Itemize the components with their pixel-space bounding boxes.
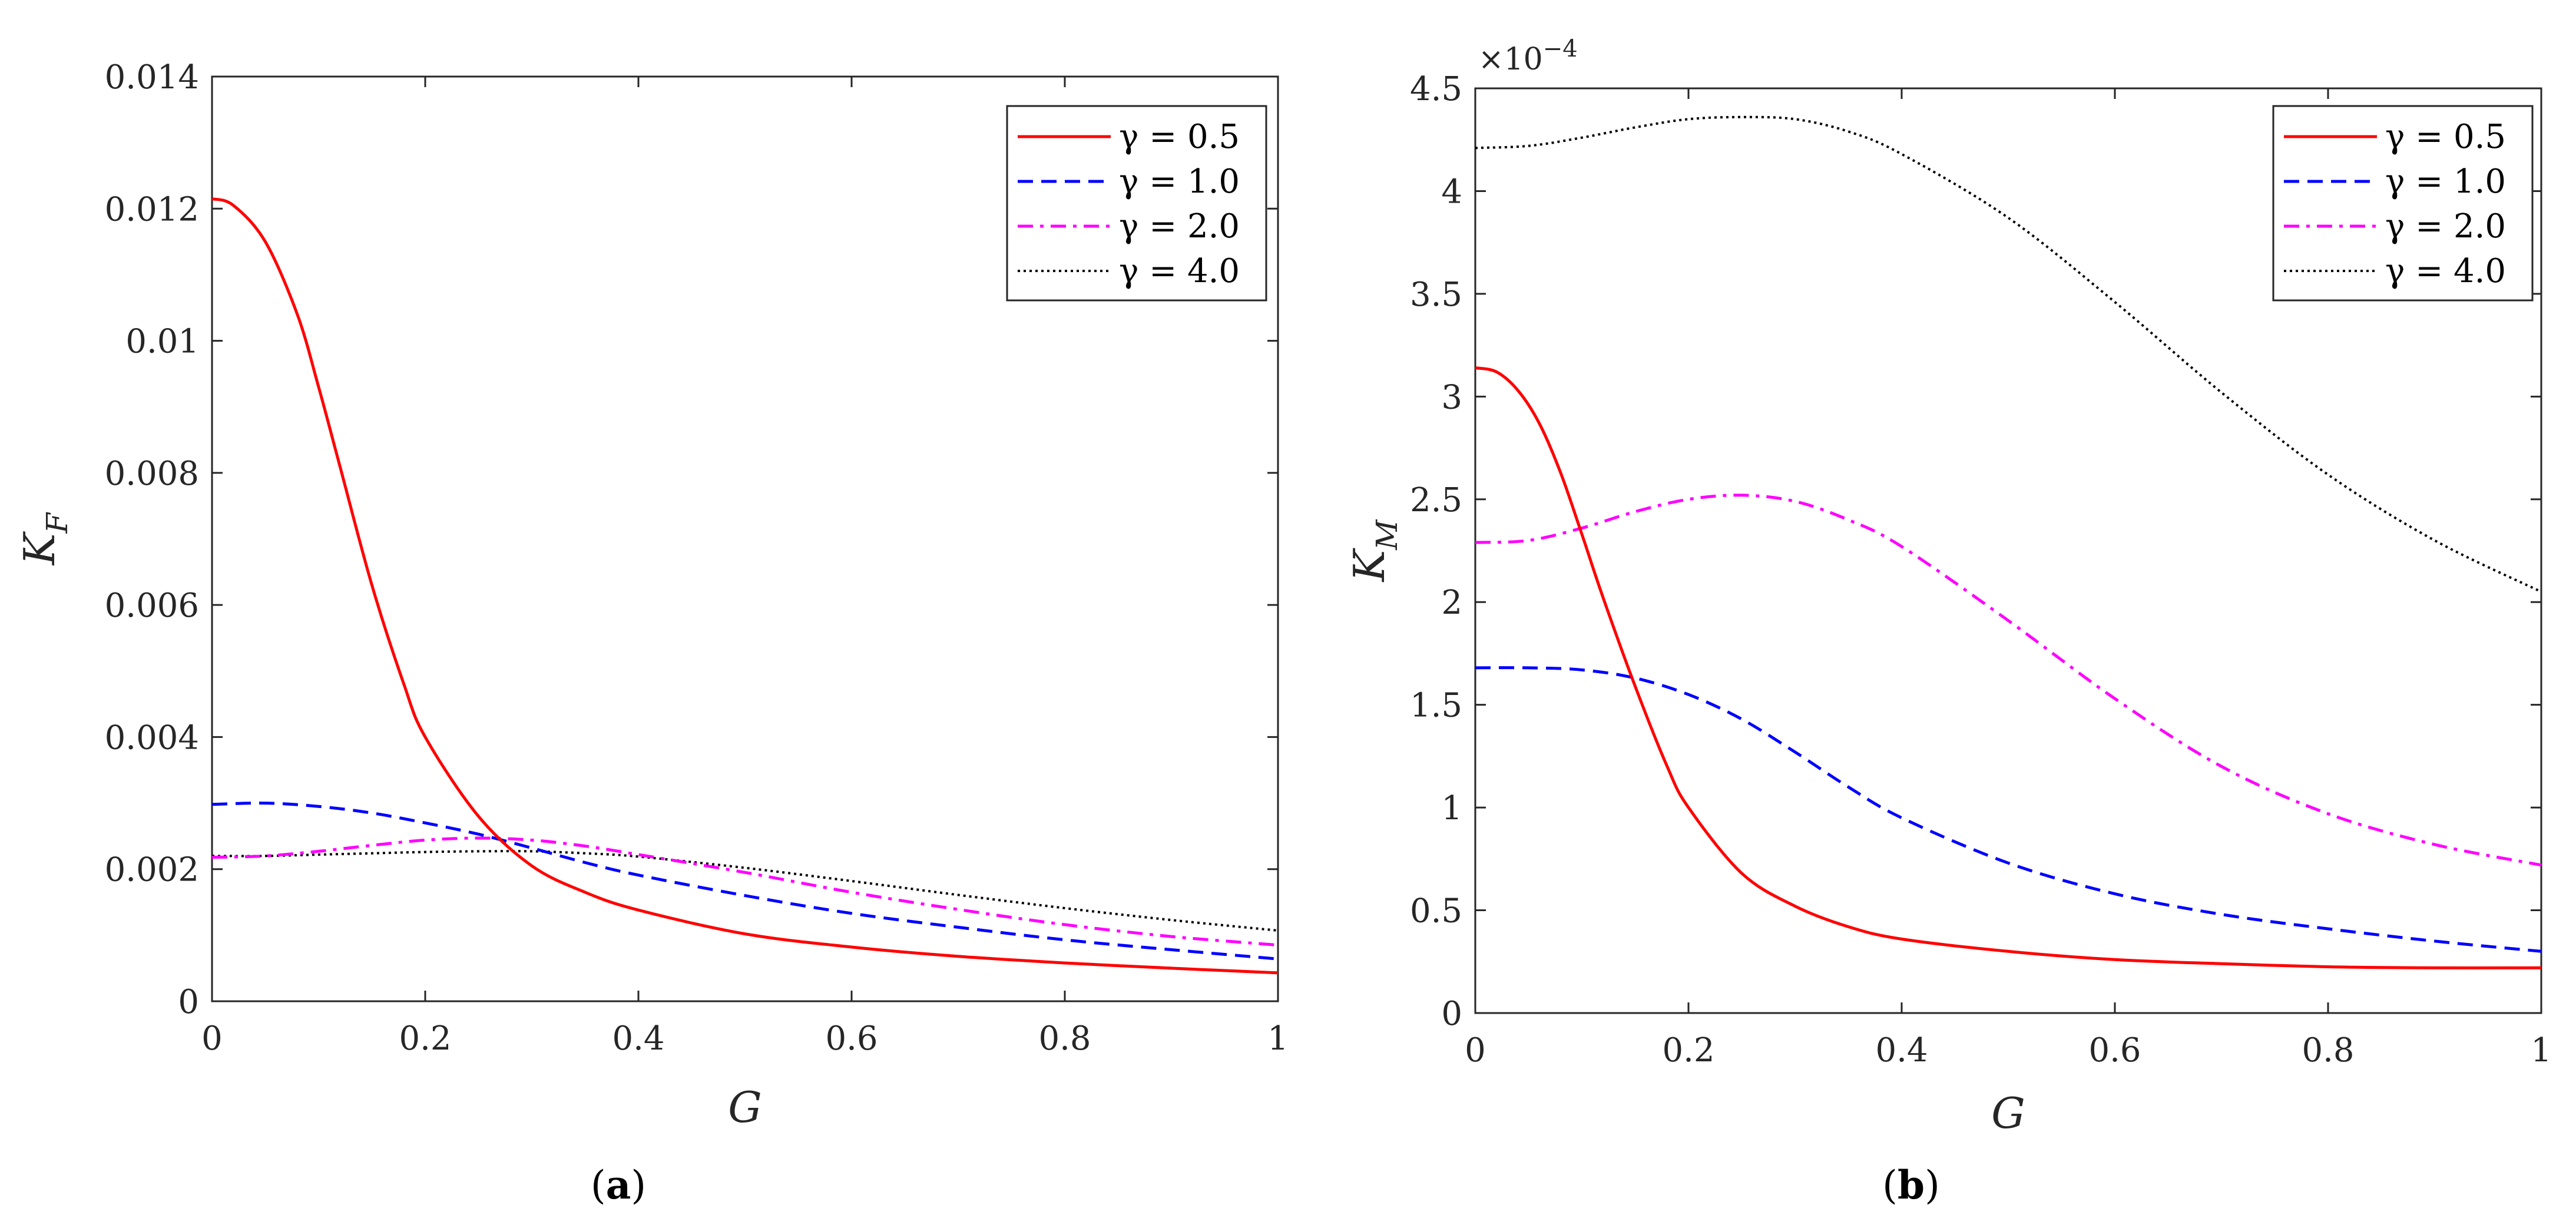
panel-a-y-axis-label-main: K — [15, 531, 64, 566]
y-tick-label: 3.5 — [1410, 276, 1462, 314]
x-tick-label: 0.6 — [2088, 1031, 2141, 1070]
legend-label-2: γ = 1.0 — [1119, 163, 1240, 201]
panel-b-y-axis-label-sub: M — [1370, 519, 1404, 551]
panel-b-caption: (b) — [1882, 1162, 1940, 1208]
series-line-1 — [211, 197, 1279, 975]
y-tick-label: 1.5 — [1410, 687, 1462, 725]
x-tick-label: 1 — [2531, 1031, 2552, 1070]
y-tick-label: 4.5 — [1410, 70, 1462, 108]
y-tick-label: 0.01 — [125, 323, 199, 361]
series-line-2 — [211, 802, 1279, 961]
y-tick-label: 0.014 — [105, 58, 199, 97]
legend-label-2: γ = 1.0 — [2385, 163, 2506, 201]
panel-a-y-axis-label: KF — [15, 511, 74, 566]
legend-label-3: γ = 2.0 — [2385, 207, 2506, 246]
y-tick-label: 0.002 — [105, 851, 199, 889]
series-line-4 — [1475, 115, 2542, 593]
series-line-2 — [1475, 666, 2542, 953]
panel-b-y-axis-label: KM — [1345, 519, 1404, 583]
series-line-4 — [211, 850, 1279, 932]
y-tick-label: 0.004 — [105, 719, 199, 757]
legend-box — [1006, 105, 1267, 302]
panel-a-caption: (a) — [591, 1162, 646, 1208]
series-line-1 — [1475, 366, 2542, 969]
x-tick-label: 1 — [1267, 1020, 1289, 1058]
x-tick-label: 0 — [201, 1020, 223, 1058]
x-tick-label: 0.2 — [1662, 1031, 1714, 1070]
y-tick-label: 1 — [1441, 789, 1462, 828]
legend-label-4: γ = 4.0 — [1119, 252, 1240, 290]
svg-text:KF: KF — [15, 511, 74, 566]
y-tick-label: 0 — [1441, 995, 1462, 1033]
x-tick-label: 0.8 — [1038, 1020, 1091, 1058]
x-tick-label: 0.4 — [612, 1020, 664, 1058]
x-tick-label: 0.8 — [2302, 1031, 2354, 1070]
legend-label-1: γ = 0.5 — [1119, 118, 1240, 156]
panel-b-chart: 0 0.2 0.4 0.6 0.8 1 0 0.5 1 1.5 2 2.5 3 3.5 4 4.5 γ = 0… — [1345, 35, 2552, 1208]
panel-b-x-axis-label: G — [1991, 1088, 2025, 1138]
y-tick-label: 0.012 — [105, 190, 199, 229]
y-tick-label: 0 — [178, 983, 199, 1021]
panel-a-y-axis-label-sub: F — [40, 511, 74, 534]
y-tick-label: 2 — [1441, 584, 1462, 622]
y-tick-label: 2.5 — [1410, 481, 1462, 519]
y-tick-label: 0.008 — [105, 455, 199, 493]
series-line-3 — [1475, 494, 2542, 867]
x-tick-label: 0.2 — [399, 1020, 451, 1058]
panel-b-scale-factor: ×10−4 — [1478, 35, 1578, 77]
x-tick-label: 0 — [1465, 1031, 1486, 1070]
panel-a-x-axis-label: G — [728, 1083, 762, 1132]
y-tick-label: 3 — [1441, 378, 1462, 416]
legend-label-1: γ = 0.5 — [2385, 118, 2506, 156]
y-tick-label: 4 — [1441, 173, 1462, 211]
y-tick-label: 0.006 — [105, 587, 199, 625]
series-line-3 — [211, 836, 1279, 947]
x-tick-label: 0.6 — [825, 1020, 878, 1058]
x-tick-label: 0.4 — [1875, 1031, 1928, 1070]
y-tick-label: 0.5 — [1410, 892, 1462, 931]
svg-text:KM: KM — [1345, 519, 1404, 583]
legend-box — [2272, 105, 2534, 302]
panel-a-chart: 0 0.2 0.4 0.6 0.8 1 0 0.002 0.004 0.006 0.008 0.01 0… — [15, 58, 1289, 1208]
legend-label-4: γ = 4.0 — [2385, 252, 2506, 290]
legend-label-3: γ = 2.0 — [1119, 207, 1240, 246]
panel-b-y-axis-label-main: K — [1345, 548, 1394, 583]
